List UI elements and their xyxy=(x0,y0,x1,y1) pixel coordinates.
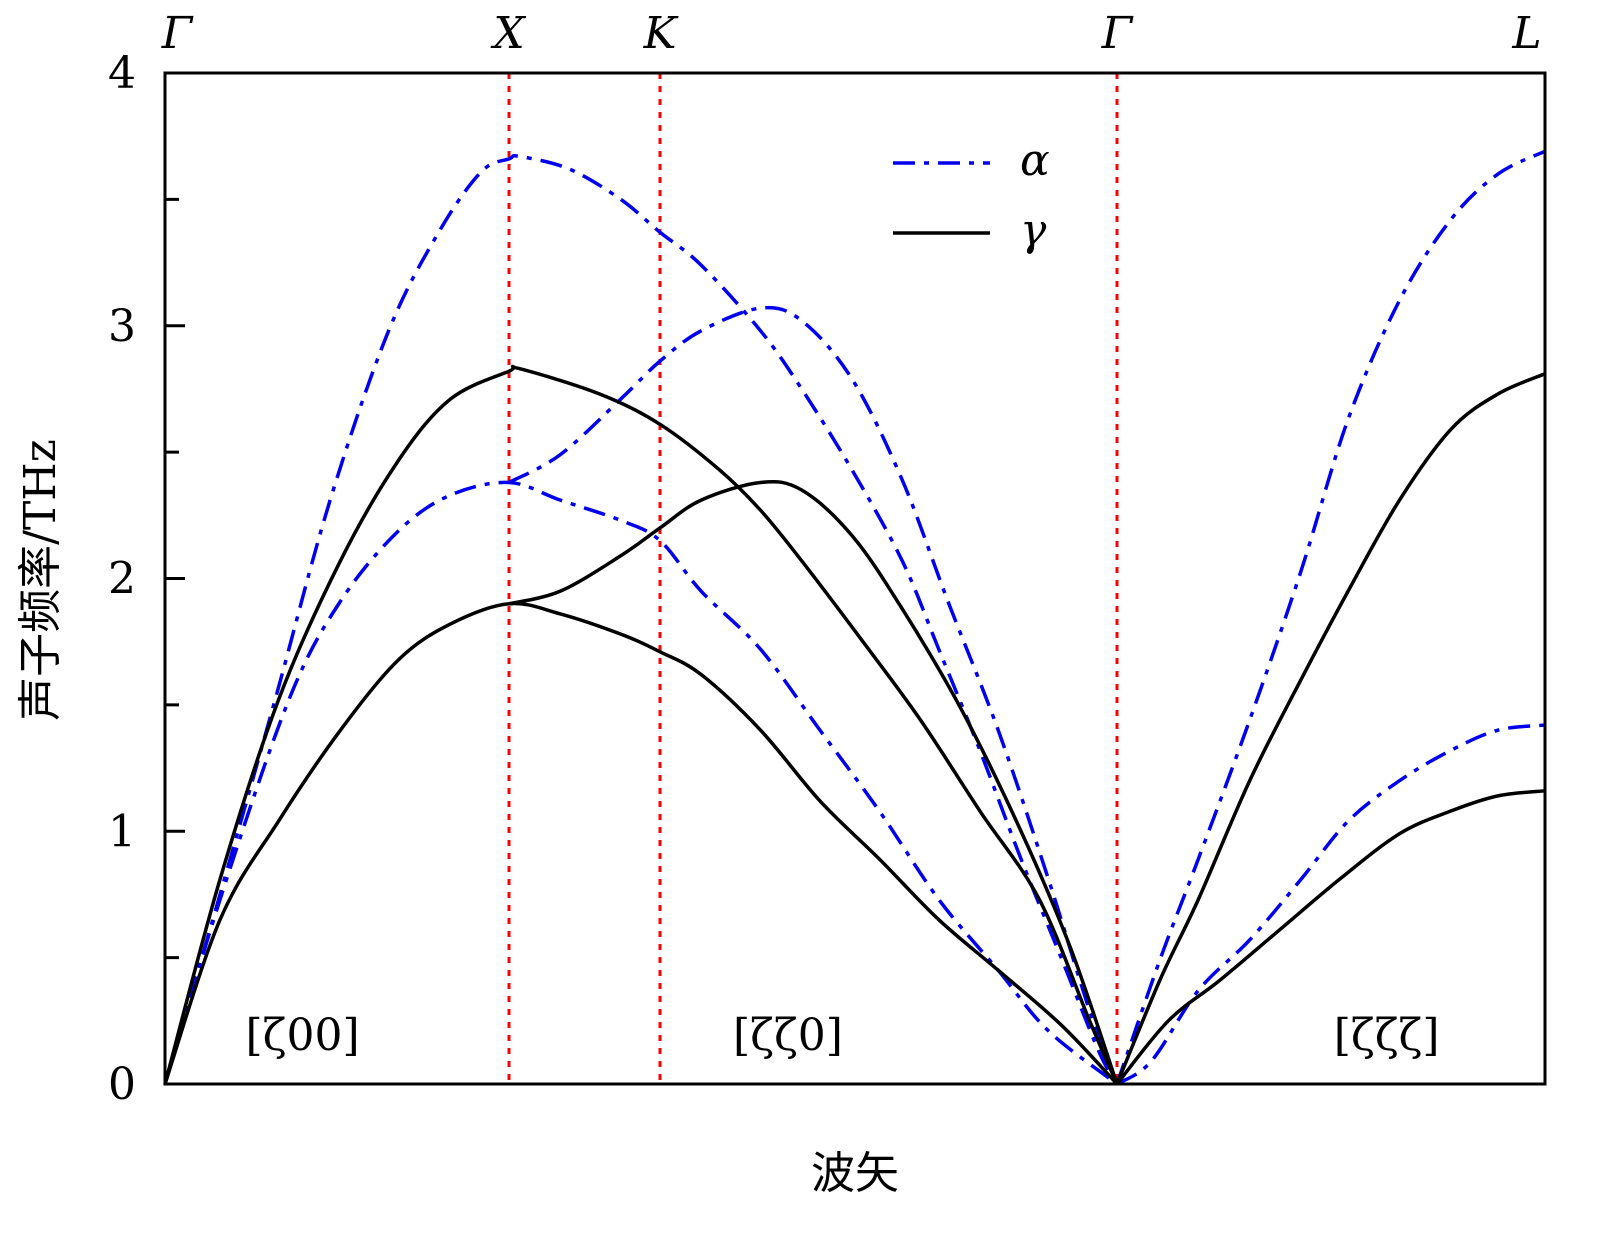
direction-labels: [ζ00] [ζζ0] [ζζζ] xyxy=(246,1010,1440,1061)
y-tick-label: 1 xyxy=(108,806,136,857)
legend-label: α xyxy=(1020,135,1050,186)
plot-frame xyxy=(163,71,1547,1086)
series-gamma-branch xyxy=(1115,789,1546,1086)
legend: αγ xyxy=(893,135,1050,256)
y-tick-label: 0 xyxy=(108,1059,136,1110)
series-alpha-branch xyxy=(163,153,1119,1085)
kpoint-label: Γ xyxy=(1101,8,1134,59)
legend-label: γ xyxy=(1020,205,1047,256)
kpoint-label: K xyxy=(643,8,679,59)
y-tick-label: 3 xyxy=(108,301,136,352)
series-gamma-branch xyxy=(163,364,1119,1085)
kpoint-label: L xyxy=(1511,8,1541,59)
series-alpha-branch xyxy=(1115,149,1546,1085)
y-axis: 0 1 2 3 4 xyxy=(108,48,185,1110)
series-gamma-branch xyxy=(508,479,1119,1085)
kpoint-label: Γ xyxy=(161,8,194,59)
direction-label: [ζζζ] xyxy=(1334,1010,1440,1061)
dispersion-curves xyxy=(163,149,1546,1086)
direction-label: [ζ00] xyxy=(246,1010,360,1061)
kpoint-label: X xyxy=(490,8,526,59)
series-alpha-branch xyxy=(1116,723,1546,1086)
series-alpha-branch xyxy=(508,305,1119,1085)
y-tick-label: 4 xyxy=(108,48,136,99)
series-gamma-branch xyxy=(1115,372,1546,1085)
y-axis-label: 声子频率/THz xyxy=(15,439,66,721)
direction-label: [ζζ0] xyxy=(733,1010,843,1061)
series-alpha-branch xyxy=(163,480,1119,1086)
x-axis-label: 波矢 xyxy=(811,1148,899,1199)
y-tick-label: 2 xyxy=(108,554,136,605)
series-gamma-branch xyxy=(163,601,1119,1086)
